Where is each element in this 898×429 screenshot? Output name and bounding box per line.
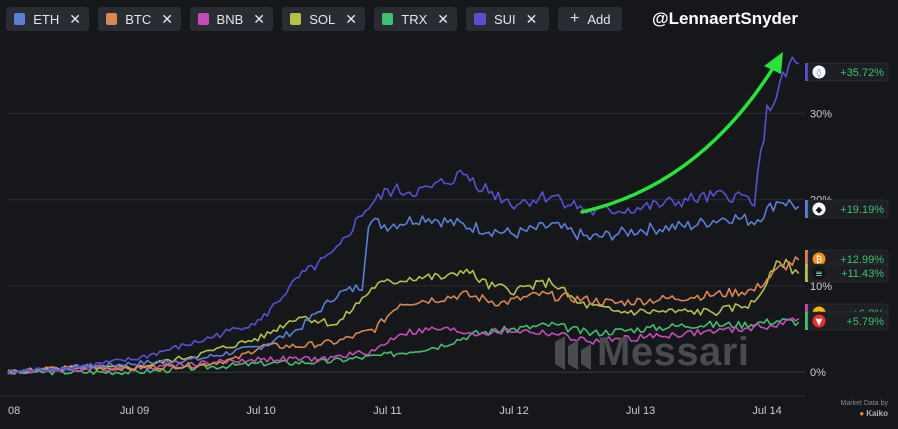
end-label-box: [807, 263, 889, 283]
end-value-label: +11.43%: [841, 268, 884, 280]
end-label-marker: [805, 312, 808, 330]
end-label-box: [807, 311, 889, 331]
asset-chip-label: ETH: [33, 11, 60, 27]
end-label-box: [807, 199, 889, 219]
color-swatch: [382, 13, 394, 25]
end-value-label: +35.72%: [840, 67, 884, 79]
end-label-marker: [805, 200, 808, 218]
y-tick-label: 30%: [810, 108, 832, 120]
sui-icon-glyph: ◊: [817, 68, 822, 79]
color-swatch: [14, 13, 26, 25]
sol-icon: [812, 266, 826, 280]
x-tick-label: Jul 12: [499, 405, 528, 417]
messari-watermark-text: Messari: [597, 330, 750, 374]
plus-icon: +: [570, 10, 580, 27]
sui-icon: [812, 65, 826, 79]
trx-icon: [812, 314, 826, 328]
series-line-sui: [7, 56, 800, 374]
eth-icon: [812, 202, 826, 216]
asset-chip-sol[interactable]: SOL ✕: [282, 7, 365, 31]
asset-chip-sui[interactable]: SUI ✕: [466, 7, 549, 31]
x-tick-label: Jul 14: [752, 405, 781, 417]
asset-chip-label: TRX: [401, 11, 428, 27]
market-data-label: Market Data by: [840, 400, 888, 407]
color-swatch: [198, 13, 209, 25]
market-data-credit: Market Data by Kaiko: [841, 399, 888, 419]
add-asset-label: Add: [587, 11, 611, 27]
author-handle: @LennaertSnyder: [652, 9, 799, 28]
end-value-label: +5.79%: [846, 316, 884, 328]
market-data-provider: Kaiko: [841, 409, 888, 419]
y-tick-label: 0%: [810, 367, 826, 379]
series-line-btc: [7, 256, 800, 375]
x-tick-label: Jul 09: [120, 405, 149, 417]
eth-icon-glyph: ◆: [816, 206, 823, 216]
end-label-marker: [805, 264, 808, 282]
series-line-sol: [7, 258, 800, 375]
btc-icon: [812, 252, 826, 266]
asset-chip-btc[interactable]: BTC ✕: [98, 7, 181, 31]
x-tick-label: Jul 10: [246, 405, 275, 417]
color-swatch: [474, 13, 486, 25]
trend-arrow-head: [764, 52, 783, 74]
color-swatch: [290, 13, 302, 25]
asset-chip-label: SUI: [494, 11, 516, 27]
series-line-eth: [7, 199, 800, 375]
asset-chip-trx[interactable]: TRX ✕: [374, 7, 457, 31]
series-line-trx: [7, 317, 800, 376]
end-label-marker: [805, 63, 808, 81]
messari-logo-icon: [555, 335, 591, 370]
remove-asset-icon[interactable]: ✕: [525, 10, 538, 27]
messari-watermark: Messari: [555, 330, 749, 375]
end-value-label: +12.99%: [840, 254, 884, 266]
end-label-box: [807, 62, 889, 82]
asset-chip-label: SOL: [309, 11, 336, 27]
trx-icon-glyph: ▼: [816, 318, 823, 328]
asset-toolbar: ETH ✕ BTC ✕ BNB ✕ SOL ✕ TRX ✕ SUI ✕ + Add: [6, 6, 631, 32]
remove-asset-icon[interactable]: ✕: [161, 10, 173, 27]
asset-chip-label: BNB: [216, 11, 244, 27]
btc-icon-glyph: ₿: [816, 255, 823, 266]
x-tick-label: Jul 11: [373, 405, 402, 417]
remove-asset-icon[interactable]: ✕: [69, 10, 81, 27]
x-tick-label: 08: [8, 405, 20, 417]
trend-arrow: [580, 63, 777, 214]
end-value-label: +19.19%: [840, 204, 884, 216]
y-tick-label: 10%: [810, 281, 832, 293]
asset-chip-eth[interactable]: ETH ✕: [6, 7, 89, 31]
remove-asset-icon[interactable]: ✕: [437, 10, 449, 27]
color-swatch: [106, 13, 118, 25]
sol-icon-glyph: ≡: [815, 270, 823, 280]
remove-asset-icon[interactable]: ✕: [253, 10, 265, 27]
remove-asset-icon[interactable]: ✕: [345, 10, 357, 27]
asset-chip-label: BTC: [125, 11, 152, 27]
add-asset-button[interactable]: + Add: [558, 7, 623, 31]
x-tick-label: Jul 13: [626, 405, 655, 417]
asset-chip-bnb[interactable]: BNB ✕: [190, 7, 273, 31]
end-label-marker: [805, 250, 808, 268]
